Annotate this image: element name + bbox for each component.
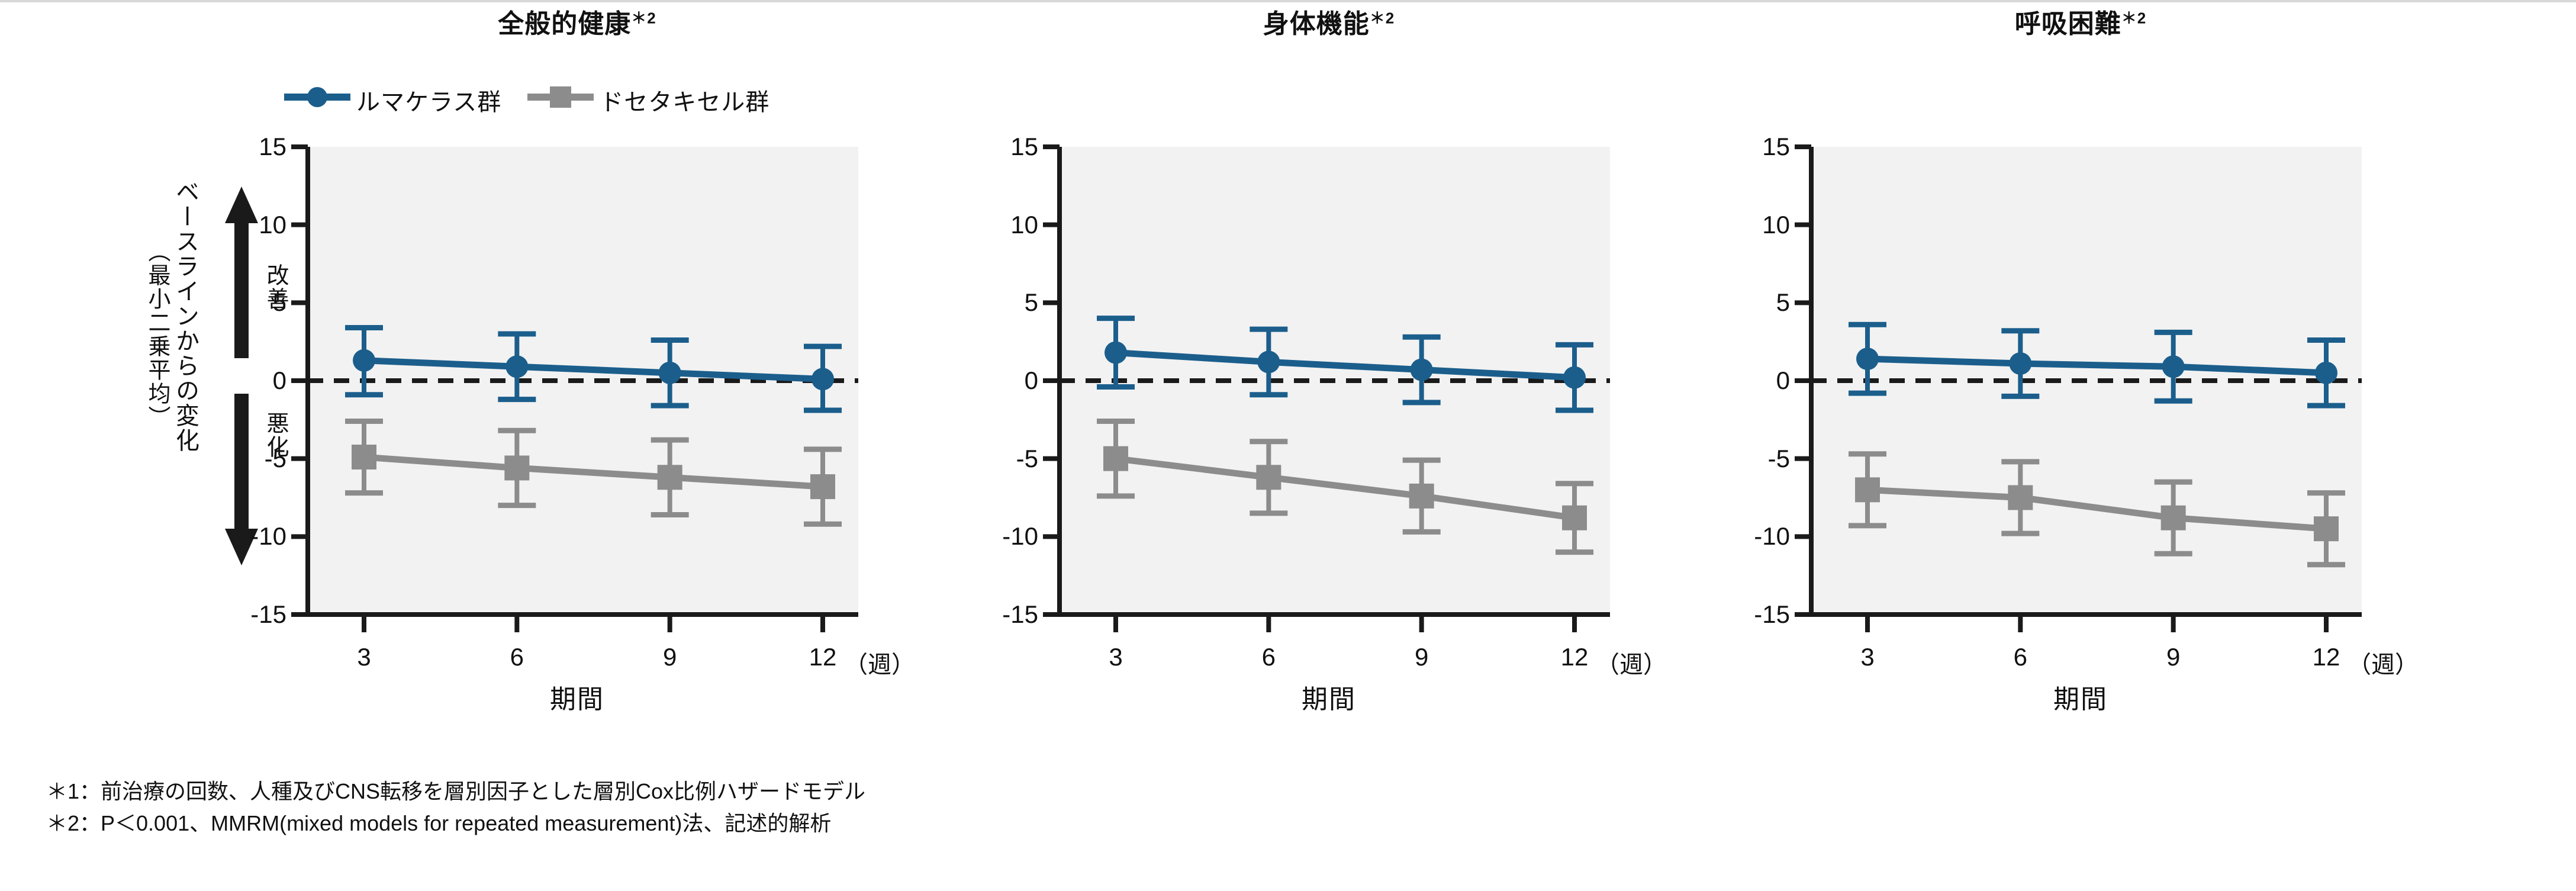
x-tick-label: 3 bbox=[1109, 643, 1123, 671]
chart-title: 呼吸困難＊2 bbox=[1699, 2, 2462, 40]
x-tick-label: 6 bbox=[510, 643, 524, 671]
x-tick-label: 12 bbox=[809, 643, 837, 671]
x-axis-unit-label: （週） bbox=[1596, 652, 1667, 678]
footnote-1: ＊1：前治療の回数、人種及びCNS転移を層別因子とした層別Cox比例ハザードモデ… bbox=[46, 779, 866, 803]
y-tick-label: 15 bbox=[259, 133, 286, 160]
x-axis-unit-label: （週） bbox=[2348, 652, 2419, 678]
y-tick-label: -5 bbox=[1016, 444, 1038, 472]
arrow-improve-label: 改善 bbox=[263, 263, 288, 311]
chart-legend: ルマケラス群 ドセタキセル群 bbox=[284, 83, 769, 117]
x-tick-label: 3 bbox=[357, 643, 371, 671]
chart-panel-general-health: 全般的健康＊2 ルマケラス群 ドセタキセ bbox=[195, 0, 959, 752]
y-tick-label: -5 bbox=[1767, 444, 1790, 472]
y-tick-label: 0 bbox=[272, 366, 286, 394]
legend-item-sotorasib: ルマケラス群 bbox=[284, 83, 501, 117]
legend-item-docetaxel: ドセタキセル群 bbox=[527, 83, 769, 117]
chart-panel-physical-function: 身体機能＊2 期間 15 10 5 0 -5 -10 -15 3 6 9 12 （週） bbox=[947, 0, 1711, 752]
y-tick-label: 15 bbox=[1010, 133, 1038, 160]
y-axis-label-block: （最小二乗平均） ベースラインからの変化 改善 悪化 bbox=[70, 151, 288, 601]
chart-canvas bbox=[291, 144, 858, 632]
chart-title-text: 呼吸困難 bbox=[2014, 9, 2121, 38]
y-tick-label: -15 bbox=[1754, 600, 1790, 628]
chart-title: 全般的健康＊2 bbox=[195, 2, 959, 40]
x-tick-label: 3 bbox=[1860, 643, 1875, 671]
y-tick-label: 10 bbox=[259, 210, 286, 239]
y-tick-label: -10 bbox=[1754, 522, 1790, 551]
legend-label: ルマケラス群 bbox=[356, 89, 502, 115]
x-axis-title: 期間 bbox=[2053, 685, 2108, 714]
x-tick-label: 6 bbox=[2013, 643, 2027, 671]
direction-arrow-icon bbox=[225, 186, 258, 565]
y-tick-label: -10 bbox=[1002, 522, 1038, 551]
y-tick-label: -10 bbox=[250, 522, 286, 551]
x-axis-unit-label: （週） bbox=[844, 652, 915, 678]
x-tick-label: 9 bbox=[2166, 643, 2181, 671]
y-tick-label: 5 bbox=[272, 288, 286, 317]
legend-square-marker-icon bbox=[527, 85, 594, 115]
chart-canvas bbox=[1795, 144, 2362, 632]
chart-title-footnote-marker: ＊2 bbox=[2121, 9, 2147, 27]
x-tick-label: 6 bbox=[1261, 643, 1276, 671]
top-divider bbox=[0, 0, 2576, 2]
chart-title: 身体機能＊2 bbox=[947, 2, 1711, 40]
y-tick-label: -15 bbox=[250, 600, 286, 628]
legend-label: ドセタキセル群 bbox=[600, 89, 770, 115]
x-axis-title: 期間 bbox=[1302, 685, 1356, 714]
x-tick-label: 12 bbox=[1560, 643, 1589, 671]
chart-canvas bbox=[1043, 144, 1610, 632]
y-axis-label-main: ベースラインからの変化 bbox=[172, 179, 198, 453]
x-tick-label: 9 bbox=[1414, 643, 1429, 671]
x-axis-title: 期間 bbox=[550, 685, 604, 714]
chart-title-text: 全般的健康 bbox=[498, 9, 632, 38]
chart-title-footnote-marker: ＊2 bbox=[1369, 9, 1395, 27]
footnotes-block: ＊1：前治療の回数、人種及びCNS転移を層別因子とした層別Cox比例ハザードモデ… bbox=[46, 776, 865, 839]
chart-panel-dyspnea: 呼吸困難＊2 期間 15 10 5 0 -5 -10 -15 3 6 9 12 （週） bbox=[1699, 0, 2462, 752]
chart-title-footnote-marker: ＊2 bbox=[631, 9, 656, 27]
y-tick-label: -5 bbox=[264, 444, 286, 472]
y-tick-label: 15 bbox=[1762, 133, 1790, 160]
x-tick-label: 9 bbox=[662, 643, 677, 671]
arrow-worsen-label: 悪化 bbox=[263, 411, 288, 459]
y-tick-label: 10 bbox=[1010, 210, 1038, 239]
y-tick-label: 10 bbox=[1762, 210, 1790, 239]
y-tick-label: 5 bbox=[1776, 288, 1790, 317]
y-tick-label: 0 bbox=[1776, 366, 1790, 394]
y-tick-label: 0 bbox=[1024, 366, 1038, 394]
y-tick-label: -15 bbox=[1002, 600, 1038, 628]
y-tick-label: 5 bbox=[1024, 288, 1038, 317]
chart-title-text: 身体機能 bbox=[1263, 9, 1370, 38]
legend-circle-marker-icon bbox=[284, 85, 350, 115]
footnote-2: ＊2：P＜0.001、MMRM(mixed models for repeate… bbox=[46, 811, 832, 835]
y-axis-label-sub: （最小二乗平均） bbox=[144, 240, 169, 429]
x-tick-label: 12 bbox=[2312, 643, 2340, 671]
